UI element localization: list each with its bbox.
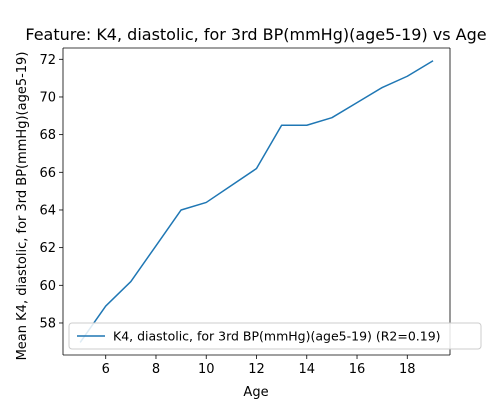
y-tick-label: 58 bbox=[39, 316, 56, 331]
x-tick-label: 14 bbox=[298, 362, 315, 377]
y-tick-label: 64 bbox=[39, 203, 56, 218]
y-tick-label: 68 bbox=[39, 128, 56, 143]
x-tick-label: 18 bbox=[399, 362, 416, 377]
y-tick-label: 72 bbox=[39, 53, 56, 68]
legend-box bbox=[68, 322, 482, 350]
y-tick-label: 70 bbox=[39, 90, 56, 105]
y-tick-label: 66 bbox=[39, 166, 56, 181]
x-axis-label: Age bbox=[243, 385, 268, 400]
x-tick-label: 6 bbox=[102, 362, 110, 377]
x-tick-label: 12 bbox=[248, 362, 265, 377]
chart-title: Feature: K4, diastolic, for 3rd BP(mmHg)… bbox=[25, 25, 486, 44]
y-tick-label: 60 bbox=[39, 279, 56, 294]
x-tick-label: 16 bbox=[349, 362, 366, 377]
y-tick-label: 62 bbox=[39, 241, 56, 256]
x-tick-label: 8 bbox=[152, 362, 160, 377]
series-line-0 bbox=[79, 60, 434, 343]
legend-label: K4, diastolic, for 3rd BP(mmHg)(age5-19)… bbox=[113, 329, 441, 344]
x-tick-label: 10 bbox=[198, 362, 215, 377]
legend: K4, diastolic, for 3rd BP(mmHg)(age5-19)… bbox=[68, 322, 482, 350]
y-axis-label: Mean K4, diastolic, for 3rd BP(mmHg)(age… bbox=[15, 52, 30, 361]
